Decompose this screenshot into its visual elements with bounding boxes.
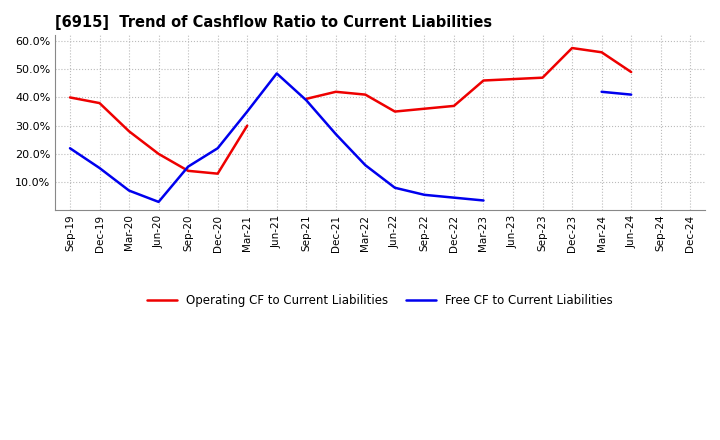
Operating CF to Current Liabilities: [154, 151, 163, 157]
Free CF to Current Liabilities: [154, 199, 163, 205]
Operating CF to Current Liabilities: [243, 123, 251, 128]
Free CF to Current Liabilities: [95, 165, 104, 171]
Free CF to Current Liabilities: [331, 132, 340, 137]
Free CF to Current Liabilities: [243, 109, 251, 114]
Free CF to Current Liabilities: [420, 192, 428, 198]
Operating CF to Current Liabilities: [66, 95, 74, 100]
Free CF to Current Liabilities: [213, 146, 222, 151]
Legend: Operating CF to Current Liabilities, Free CF to Current Liabilities: Operating CF to Current Liabilities, Fre…: [143, 290, 618, 312]
Free CF to Current Liabilities: [66, 146, 74, 151]
Text: [6915]  Trend of Cashflow Ratio to Current Liabilities: [6915] Trend of Cashflow Ratio to Curren…: [55, 15, 492, 30]
Operating CF to Current Liabilities: [125, 128, 133, 134]
Operating CF to Current Liabilities: [95, 100, 104, 106]
Free CF to Current Liabilities: [361, 162, 369, 168]
Free CF to Current Liabilities: [272, 71, 281, 76]
Free CF to Current Liabilities: [390, 185, 399, 191]
Free CF to Current Liabilities: [125, 188, 133, 193]
Line: Operating CF to Current Liabilities: Operating CF to Current Liabilities: [70, 97, 247, 174]
Free CF to Current Liabilities: [449, 195, 458, 200]
Line: Free CF to Current Liabilities: Free CF to Current Liabilities: [70, 73, 484, 202]
Operating CF to Current Liabilities: [213, 171, 222, 176]
Free CF to Current Liabilities: [184, 164, 192, 169]
Free CF to Current Liabilities: [302, 98, 310, 103]
Operating CF to Current Liabilities: [184, 168, 192, 173]
Free CF to Current Liabilities: [480, 198, 488, 203]
